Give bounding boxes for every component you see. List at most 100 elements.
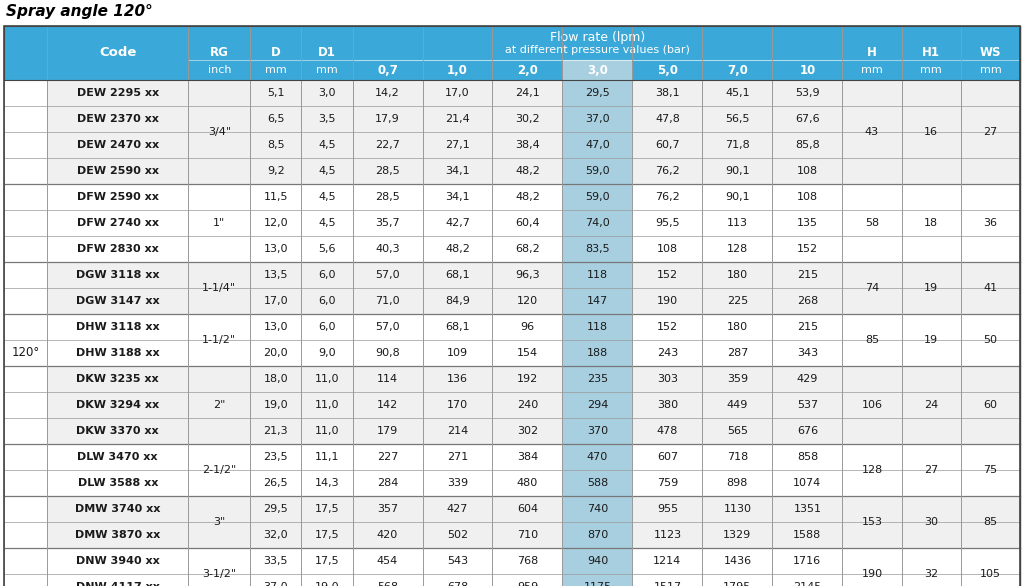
Text: 17,0: 17,0 (263, 296, 288, 306)
Text: 1436: 1436 (723, 556, 752, 566)
Text: 3": 3" (213, 517, 225, 527)
Bar (901, 496, 961, 548)
Text: DKW 3235 xx: DKW 3235 xx (77, 374, 159, 384)
Bar (4, 522, 1020, 548)
Text: 74,0: 74,0 (585, 218, 610, 228)
Text: 42,7: 42,7 (445, 218, 470, 228)
Text: 240: 240 (517, 400, 538, 410)
Text: 565: 565 (727, 426, 748, 436)
Text: 190: 190 (656, 296, 678, 306)
Text: 8,5: 8,5 (267, 140, 285, 150)
Text: 271: 271 (446, 452, 468, 462)
Text: inch: inch (208, 65, 231, 75)
Text: 370: 370 (587, 426, 608, 436)
Text: 118: 118 (587, 270, 608, 280)
Bar (901, 444, 961, 496)
Bar (961, 366, 1020, 444)
Text: RG: RG (210, 46, 228, 60)
Text: 153: 153 (861, 517, 883, 527)
Bar (562, 210, 633, 236)
Text: 120°: 120° (11, 346, 40, 359)
Text: 215: 215 (797, 322, 818, 332)
Text: 537: 537 (797, 400, 818, 410)
Text: 53,9: 53,9 (795, 88, 819, 98)
Text: mm: mm (316, 65, 338, 75)
Text: 108: 108 (656, 244, 678, 254)
Text: DEW 2590 xx: DEW 2590 xx (77, 166, 159, 176)
Text: 34,1: 34,1 (445, 166, 470, 176)
Text: 180: 180 (727, 322, 748, 332)
Text: 28,5: 28,5 (375, 166, 400, 176)
Bar (4, 262, 1020, 288)
Bar (843, 496, 901, 548)
Text: 1795: 1795 (723, 582, 752, 586)
Text: 225: 225 (727, 296, 748, 306)
Text: 454: 454 (377, 556, 398, 566)
Text: 128: 128 (861, 465, 883, 475)
Bar (4, 574, 1020, 586)
Text: 898: 898 (727, 478, 749, 488)
Bar (562, 60, 633, 80)
Text: 294: 294 (587, 400, 608, 410)
Text: 607: 607 (656, 452, 678, 462)
Bar (843, 80, 901, 184)
Text: 48,2: 48,2 (515, 192, 540, 202)
Text: 1123: 1123 (653, 530, 682, 540)
Text: 32: 32 (924, 569, 938, 579)
Text: 588: 588 (587, 478, 608, 488)
Text: DNW 4117 xx: DNW 4117 xx (76, 582, 160, 586)
Text: 1-1/4": 1-1/4" (203, 283, 237, 293)
Text: 9,0: 9,0 (318, 348, 336, 358)
Text: 2": 2" (213, 400, 225, 410)
Text: 17,5: 17,5 (314, 530, 339, 540)
Text: 4,5: 4,5 (318, 218, 336, 228)
Text: 380: 380 (656, 400, 678, 410)
Bar (4, 106, 1020, 132)
Text: 29,5: 29,5 (263, 504, 288, 514)
Text: 71,8: 71,8 (725, 140, 750, 150)
Text: 32,0: 32,0 (263, 530, 288, 540)
Bar (961, 548, 1020, 586)
Text: 1351: 1351 (794, 504, 821, 514)
Text: 108: 108 (797, 192, 818, 202)
Text: 58: 58 (865, 218, 879, 228)
Text: 24: 24 (924, 400, 938, 410)
Bar (961, 80, 1020, 184)
Text: 68,1: 68,1 (445, 270, 470, 280)
Bar (961, 262, 1020, 314)
Text: 3/4": 3/4" (208, 127, 230, 137)
Text: 768: 768 (517, 556, 538, 566)
Text: 19: 19 (924, 283, 938, 293)
Text: 215: 215 (797, 270, 818, 280)
Text: 68,2: 68,2 (515, 244, 540, 254)
Text: 235: 235 (587, 374, 608, 384)
Text: 14,2: 14,2 (375, 88, 400, 98)
Text: 30,2: 30,2 (515, 114, 540, 124)
Text: 858: 858 (797, 452, 818, 462)
Text: DMW 3740 xx: DMW 3740 xx (75, 504, 161, 514)
Text: DEW 2370 xx: DEW 2370 xx (77, 114, 159, 124)
Bar (4, 496, 1020, 522)
Text: 74: 74 (865, 283, 879, 293)
Text: 11,1: 11,1 (314, 452, 339, 462)
Text: 19,0: 19,0 (263, 400, 288, 410)
Text: 227: 227 (377, 452, 398, 462)
Text: 96,3: 96,3 (515, 270, 540, 280)
Text: 40,3: 40,3 (375, 244, 399, 254)
Text: 38,4: 38,4 (515, 140, 540, 150)
Text: 95,5: 95,5 (655, 218, 680, 228)
Text: 384: 384 (517, 452, 538, 462)
Bar (961, 314, 1020, 366)
Bar (843, 444, 901, 496)
Text: 959: 959 (517, 582, 538, 586)
Text: DEW 2295 xx: DEW 2295 xx (77, 88, 159, 98)
Text: 59,0: 59,0 (585, 166, 609, 176)
Bar (843, 548, 901, 586)
Text: 449: 449 (727, 400, 749, 410)
Text: 170: 170 (446, 400, 468, 410)
Text: DMW 3870 xx: DMW 3870 xx (75, 530, 161, 540)
Text: 1,0: 1,0 (447, 63, 468, 77)
Bar (188, 184, 250, 262)
Text: 23,5: 23,5 (263, 452, 288, 462)
Text: 45,1: 45,1 (725, 88, 750, 98)
